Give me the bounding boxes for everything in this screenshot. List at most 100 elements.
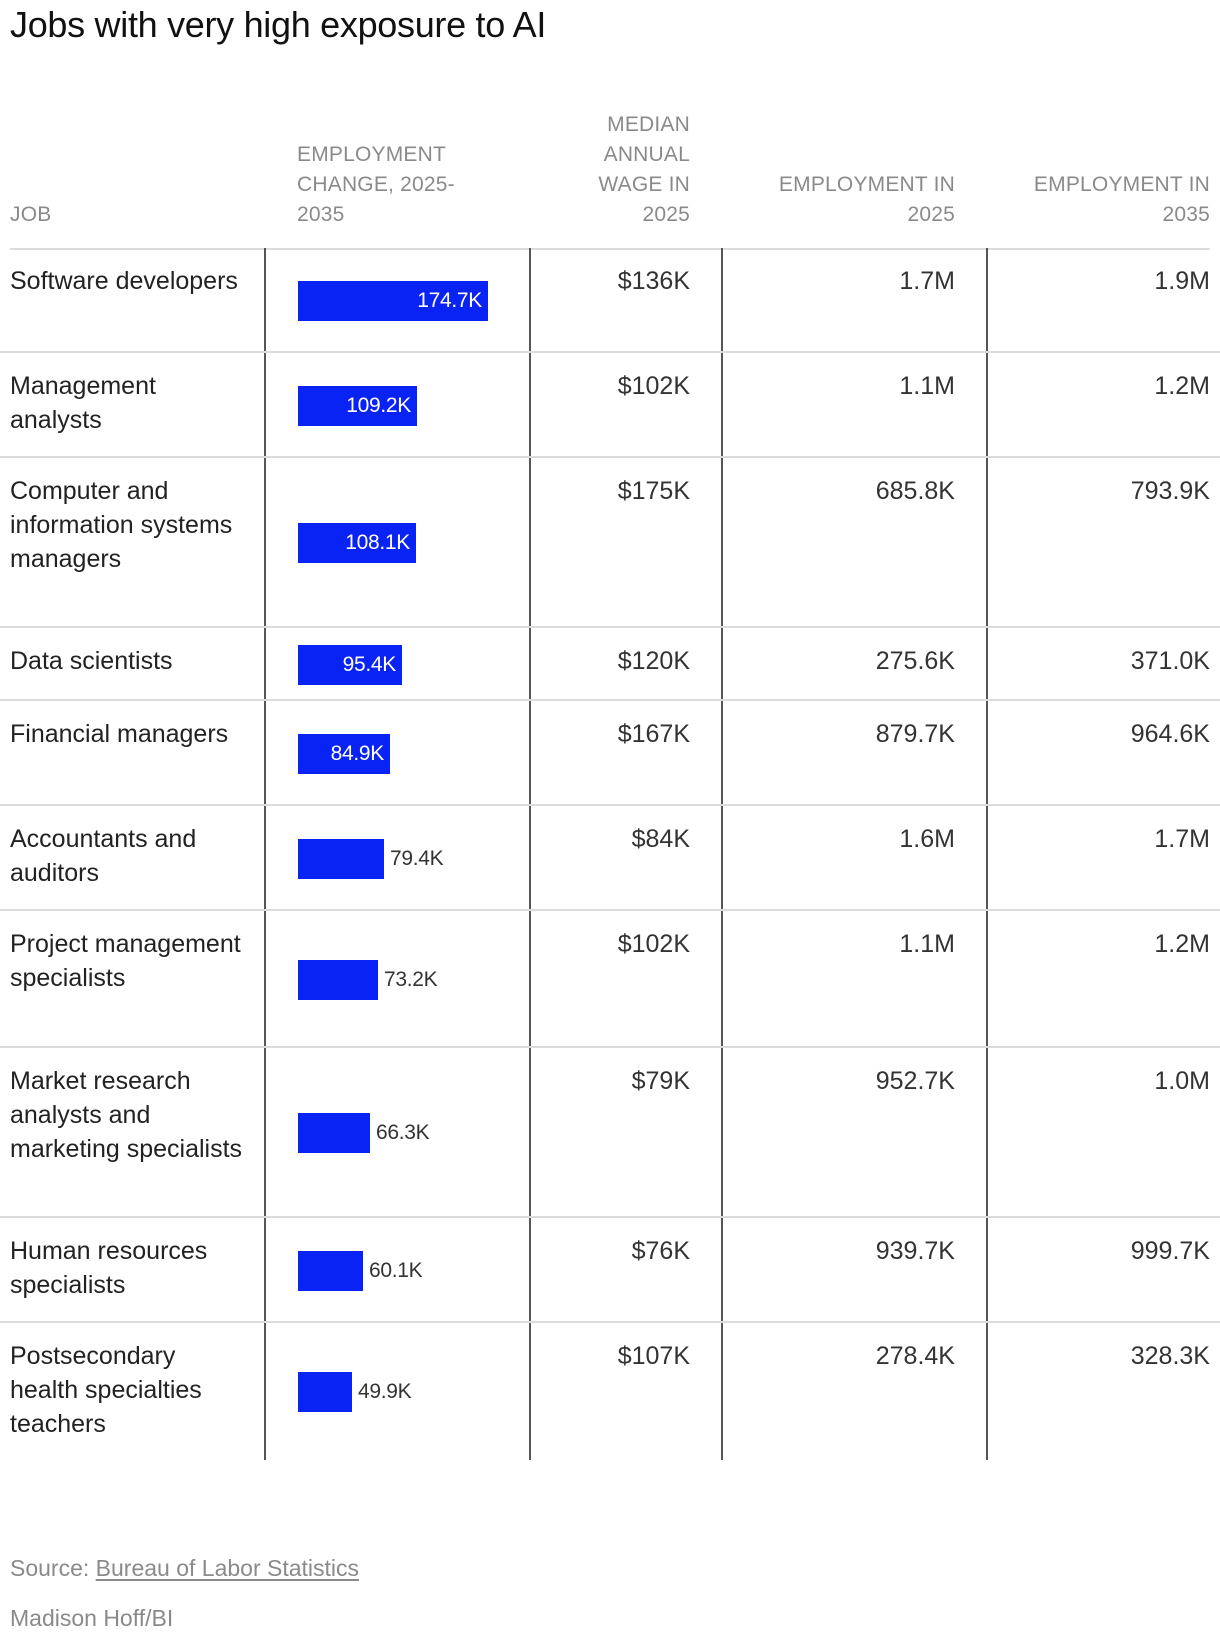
column-divider xyxy=(529,628,531,699)
column-divider xyxy=(721,1218,723,1321)
header-employment-2025: EMPLOYMENT IN 2025 xyxy=(735,170,955,230)
bar-cell: 95.4K xyxy=(298,644,523,685)
table-row: Management analysts 109.2K $102K 1.1M 1.2M xyxy=(0,353,1220,458)
employment-2025-value: 685.8K xyxy=(875,477,955,505)
column-divider xyxy=(264,1323,266,1460)
column-divider xyxy=(264,628,266,699)
column-divider xyxy=(986,1323,988,1460)
column-divider xyxy=(986,458,988,626)
column-divider xyxy=(529,701,531,804)
column-divider xyxy=(721,701,723,804)
employment-2035-value: 1.7M xyxy=(1154,825,1210,853)
job-name: Project management specialists xyxy=(10,930,241,992)
header-line: WAGE IN xyxy=(598,173,690,196)
bar-cell: 108.1K xyxy=(298,523,523,563)
source-link[interactable]: Bureau of Labor Statistics xyxy=(95,1555,360,1581)
employment-2025-value: 879.7K xyxy=(875,720,955,748)
header-line: EMPLOYMENT IN xyxy=(778,173,955,196)
job-name: Financial managers xyxy=(10,720,229,748)
column-divider xyxy=(986,248,988,351)
employment-change-bar xyxy=(298,838,384,879)
job-name: Management analysts xyxy=(10,372,156,434)
header-employment-2035: EMPLOYMENT IN 2035 xyxy=(990,170,1210,230)
column-divider xyxy=(721,911,723,1046)
employment-change-bar xyxy=(298,280,488,321)
header-job: JOB xyxy=(10,203,52,226)
column-divider xyxy=(529,911,531,1046)
median-wage-value: $175K xyxy=(617,477,690,505)
column-divider xyxy=(264,1048,266,1216)
source-prefix: Source: xyxy=(10,1555,96,1581)
chart-title: Jobs with very high exposure to AI xyxy=(10,4,547,45)
header-employment-change: EMPLOYMENT CHANGE, 2025- 2035 xyxy=(297,140,487,230)
column-divider xyxy=(529,458,531,626)
bar-value-label: 79.4K xyxy=(390,846,444,870)
column-divider xyxy=(721,1323,723,1460)
header-line: CHANGE, 2025- xyxy=(297,173,455,196)
employment-2035-value: 964.6K xyxy=(1130,720,1210,748)
median-wage-value: $136K xyxy=(617,267,690,295)
column-divider xyxy=(986,1048,988,1216)
employment-2025-value: 1.7M xyxy=(899,267,955,295)
bar-cell: 174.7K xyxy=(298,280,523,321)
table-row: Data scientists 95.4K $120K 275.6K 371.0K xyxy=(0,628,1220,701)
table-row: Postsecondary health specialties teacher… xyxy=(0,1323,1220,1460)
bar-cell: 66.3K xyxy=(298,1113,523,1153)
table-body: Software developers 174.7K $136K 1.7M 1.9M Ma… xyxy=(0,248,1220,1460)
column-divider xyxy=(529,1048,531,1216)
bar-value-label: 109.2K xyxy=(346,393,411,417)
job-name: Data scientists xyxy=(10,647,173,675)
header-line: 2025 xyxy=(907,203,955,226)
employment-change-bar xyxy=(298,733,390,774)
bar-value-label: 66.3K xyxy=(376,1121,430,1144)
column-divider xyxy=(721,628,723,699)
bar-cell: 73.2K xyxy=(298,959,523,1000)
column-divider xyxy=(986,628,988,699)
table-row: Computer and information systems manager… xyxy=(0,458,1220,628)
bar-cell: 79.4K xyxy=(298,838,523,879)
median-wage-value: $102K xyxy=(617,930,690,958)
median-wage-value: $120K xyxy=(617,647,690,675)
job-name: Computer and information systems manager… xyxy=(10,477,233,573)
median-wage-value: $107K xyxy=(617,1342,690,1370)
employment-2025-value: 1.1M xyxy=(899,930,955,958)
header-line: 2035 xyxy=(1162,203,1210,226)
column-divider xyxy=(529,806,531,909)
job-name: Software developers xyxy=(10,267,238,295)
employment-2035-value: 1.2M xyxy=(1154,372,1210,400)
credit-note: Madison Hoff/BI xyxy=(10,1605,174,1631)
bar-cell: 49.9K xyxy=(298,1371,523,1412)
employment-2025-value: 278.4K xyxy=(875,1342,955,1370)
table-row: Human resources specialists 60.1K $76K 939.… xyxy=(0,1218,1220,1323)
bar-value-label: 60.1K xyxy=(369,1258,423,1282)
employment-2035-value: 793.9K xyxy=(1130,477,1210,505)
column-divider xyxy=(264,248,266,351)
header-line: ANNUAL xyxy=(603,143,690,166)
table-row: Software developers 174.7K $136K 1.7M 1.9M xyxy=(0,248,1220,353)
employment-change-bar xyxy=(298,959,378,1000)
bar-value-label: 49.9K xyxy=(358,1379,412,1403)
table-row: Accountants and auditors 79.4K $84K 1.6M 1.7… xyxy=(0,806,1220,911)
bar-value-label: 174.7K xyxy=(417,288,482,312)
column-divider xyxy=(721,806,723,909)
employment-2025-value: 939.7K xyxy=(875,1237,955,1265)
bar-value-label: 95.4K xyxy=(342,652,397,676)
column-divider xyxy=(721,1048,723,1216)
table-header: JOB EMPLOYMENT CHANGE, 2025- 2035 MEDIAN… xyxy=(0,100,1220,230)
employment-change-bar xyxy=(298,644,402,685)
column-divider xyxy=(529,353,531,456)
header-line: 2035 xyxy=(297,203,345,226)
job-name: Market research analysts and marketing s… xyxy=(10,1067,243,1163)
job-name: Postsecondary health specialties teacher… xyxy=(10,1342,202,1438)
table-row: Financial managers 84.9K $167K 879.7K 964.6K xyxy=(0,701,1220,806)
column-divider xyxy=(264,458,266,626)
column-divider xyxy=(529,1218,531,1321)
employment-change-bar xyxy=(298,1113,370,1153)
column-divider xyxy=(721,458,723,626)
bar-value-label: 73.2K xyxy=(384,967,438,991)
table-row: Project management specialists 73.2K $102K… xyxy=(0,911,1220,1048)
bar-cell: 60.1K xyxy=(298,1250,523,1291)
median-wage-value: $79K xyxy=(631,1067,690,1095)
column-divider xyxy=(264,353,266,456)
bar-cell: 109.2K xyxy=(298,385,523,426)
